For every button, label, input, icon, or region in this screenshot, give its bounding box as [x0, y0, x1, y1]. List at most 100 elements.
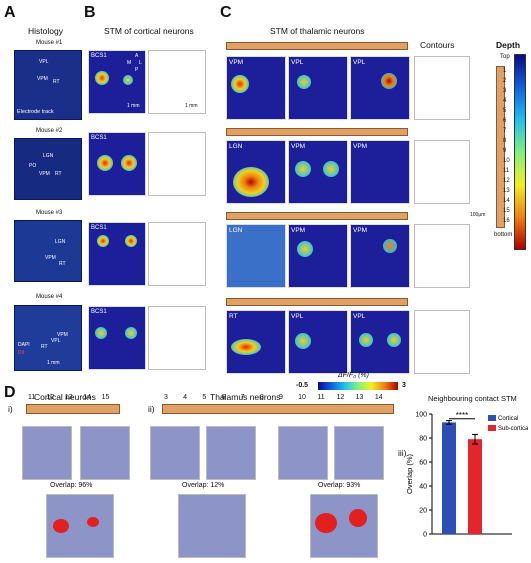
legend-swatch — [488, 415, 496, 421]
d-i-map-left — [22, 426, 72, 480]
y-tick-label: 100 — [415, 412, 427, 419]
depth-title: Depth — [496, 40, 521, 50]
depth-bottom-label: bottom — [494, 232, 513, 238]
probe-shank-row-3 — [226, 212, 408, 220]
activation-hotspot — [295, 333, 311, 349]
colorbar-label: ΔF/F₀ (%) — [338, 372, 369, 379]
channel-number: 7 — [240, 394, 245, 401]
m1-label-electrode-track: Electrode track — [17, 109, 54, 115]
depth-channel-label: 7 — [503, 128, 507, 134]
cortical-stm-map-1: BCS1 A M L P 1 mm — [88, 50, 146, 114]
probe-shank-row-2 — [226, 128, 408, 136]
mouse-4-label: Mouse #4 — [36, 294, 63, 300]
thalamic-label: VPM — [291, 227, 306, 234]
overlap-region — [315, 513, 337, 533]
legend-label: Sub-cortical — [498, 426, 528, 432]
thalamic-map-r1-1: VPM — [226, 56, 286, 120]
orientation-m: M — [127, 60, 132, 66]
orientation-l: L — [139, 60, 142, 66]
cortical-map-4-label: BCS1 — [91, 309, 107, 315]
contours-title: Contours — [420, 40, 455, 50]
d-ii-map-4 — [334, 426, 384, 480]
colorbar-max: 3 — [402, 382, 406, 389]
depth-channel-label: 12 — [503, 178, 510, 184]
orientation-p: P — [135, 67, 139, 73]
thalamic-contour-r2 — [414, 140, 470, 204]
activation-hotspot — [295, 161, 311, 177]
d-i-label: i) — [8, 404, 13, 414]
probe-shank-row-4 — [226, 298, 408, 306]
thalamic-label: RT — [229, 313, 238, 320]
thalamic-contour-r3 — [414, 224, 470, 288]
depth-channel-ticks: 1 2 3 4 5 6 7 8 9 10 11 12 13 14 15 16 — [503, 68, 515, 228]
cortical-stm-map-3: BCS1 — [88, 222, 146, 286]
channel-number: 14 — [83, 394, 91, 401]
histology-image-mouse-2: LGN PO VPM RT — [14, 138, 82, 200]
thalamic-map-r3-2: VPM — [288, 224, 348, 288]
thalamic-contour-r1 — [414, 56, 470, 120]
thalamic-map-r1-2: VPL — [288, 56, 348, 120]
channel-number: 3 — [164, 394, 168, 401]
depth-channel-label: 15 — [503, 208, 510, 214]
m2-label-po: PO — [29, 163, 37, 169]
legend-label: Cortical — [498, 416, 518, 422]
cortical-map-1-label: BCS1 — [91, 53, 107, 59]
activation-hotspot — [123, 75, 133, 85]
depth-scale-label: 100μm — [470, 212, 486, 218]
thalamic-map-r2-1: LGN — [226, 140, 286, 204]
m4-label-dapi: DAPI — [18, 342, 30, 348]
overlap-region — [349, 509, 367, 527]
channel-number: 5 — [202, 394, 207, 401]
d-ii-overlap-map-1 — [178, 494, 246, 558]
depth-channel-label: 1 — [503, 68, 507, 74]
bar-cortical — [442, 422, 456, 534]
mouse-2-label: Mouse #2 — [36, 128, 63, 134]
depth-top-label: Top — [500, 54, 510, 60]
cortical-map-3-label: BCS1 — [91, 225, 107, 231]
activation-hotspot — [97, 235, 109, 247]
m1-label-vpl: VPL — [39, 59, 49, 65]
activation-hotspot — [95, 327, 107, 339]
activation-hotspot — [121, 155, 137, 171]
thalamic-map-r3-3: VPM — [350, 224, 410, 288]
depth-channel-label: 3 — [503, 88, 507, 94]
depth-colorbar — [514, 54, 526, 250]
activation-hotspot — [381, 73, 397, 89]
channel-number: 12 — [336, 394, 345, 401]
cortical-map-2-label: BCS1 — [91, 135, 107, 141]
d-i-map-right — [80, 426, 130, 480]
d-ii-map-2 — [206, 426, 256, 480]
histology-image-mouse-1: RT VPM VPL Electrode track — [14, 50, 82, 120]
depth-channel-label: 2 — [503, 78, 507, 84]
m1-label-rt: RT — [53, 79, 60, 85]
overlap-region — [87, 517, 99, 527]
histology-image-mouse-4: DAPI DiI RT VPL VPM 1 mm — [14, 305, 82, 371]
thalamic-map-r3-1: LGN — [226, 224, 286, 288]
thalamic-map-r4-1: RT — [226, 310, 286, 374]
channel-number: 8 — [259, 394, 264, 401]
chart-title: Neighbouring contact STM — [428, 394, 517, 403]
activation-hotspot — [233, 167, 269, 197]
thalamic-label: LGN — [229, 227, 243, 234]
y-tick-label: 20 — [419, 508, 427, 515]
significance-stars: **** — [456, 411, 468, 420]
d-ii-probe — [162, 404, 394, 414]
panel-b-title: STM of cortical neurons — [104, 26, 194, 36]
m4-label-vpm: VPM — [57, 332, 68, 338]
m2-label-vpm: VPM — [39, 171, 50, 177]
cortical-stm-map-4: BCS1 — [88, 306, 146, 370]
thalamic-label: VPM — [291, 143, 306, 150]
thalamic-map-r1-3: VPL — [350, 56, 410, 120]
depth-channel-label: 14 — [503, 198, 510, 204]
thalamic-label: VPM — [353, 227, 368, 234]
m4-label-dii: DiI — [18, 350, 25, 356]
y-axis-label: Overlap (%) — [405, 453, 414, 494]
activation-hotspot — [387, 333, 401, 347]
colorbar-min: -0.5 — [296, 382, 309, 389]
thalamic-label: LGN — [229, 143, 243, 150]
depth-channel-label: 11 — [503, 168, 510, 174]
d-i-title: Cortical neurons — [34, 392, 96, 402]
depth-channel-label: 6 — [503, 118, 507, 124]
legend-swatch — [488, 425, 496, 431]
mouse-1-label: Mouse #1 — [36, 40, 63, 46]
